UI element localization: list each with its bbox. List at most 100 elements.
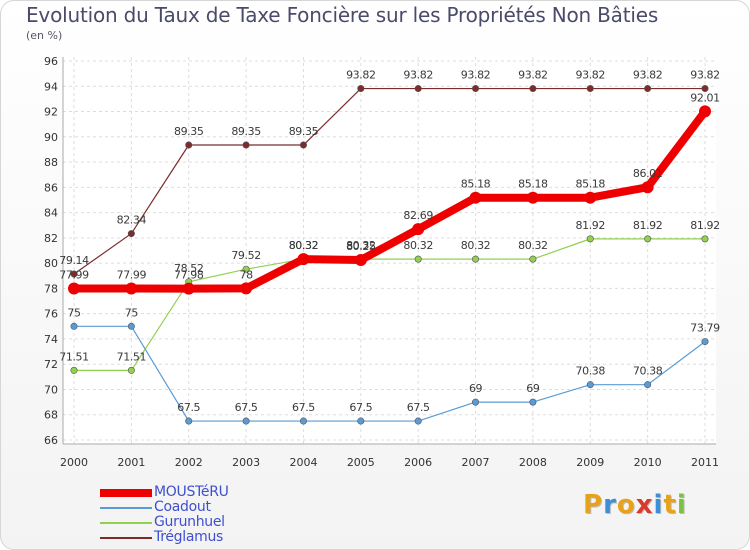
x-tick-label: 2000 xyxy=(60,456,88,469)
y-tick-label: 78 xyxy=(44,282,58,295)
data-label-mousteru: 77.98 xyxy=(174,269,204,282)
data-label-coadout: 69 xyxy=(469,382,483,395)
data-point-treglamus xyxy=(414,85,422,93)
x-tick-label: 2004 xyxy=(289,456,317,469)
data-point-coadout xyxy=(701,338,709,346)
y-tick-label: 94 xyxy=(44,80,58,93)
data-label-treglamus: 93.82 xyxy=(633,69,663,82)
data-point-treglamus xyxy=(701,85,709,93)
y-tick-label: 90 xyxy=(44,131,58,144)
data-label-mousteru: 77.99 xyxy=(117,269,147,282)
data-point-mousteru xyxy=(182,282,195,295)
data-point-coadout xyxy=(127,322,135,330)
data-point-mousteru xyxy=(297,253,310,266)
y-tick-label: 74 xyxy=(44,333,58,346)
proxiti-logo: Proxiti xyxy=(583,490,687,520)
data-label-treglamus: 89.35 xyxy=(174,125,204,138)
data-point-treglamus xyxy=(529,85,537,93)
logo-letter: o xyxy=(616,490,636,520)
data-point-mousteru xyxy=(526,191,539,204)
legend-swatch xyxy=(100,522,152,524)
y-tick-label: 84 xyxy=(44,207,58,220)
y-tick-label: 66 xyxy=(44,434,58,447)
chart-subtitle: (en %) xyxy=(26,29,63,42)
y-tick-label: 86 xyxy=(44,181,58,194)
data-point-coadout xyxy=(185,417,193,425)
data-label-treglamus: 89.35 xyxy=(289,125,319,138)
data-label-gurunhuel: 79.52 xyxy=(231,249,261,262)
data-label-gurunhuel: 71.51 xyxy=(117,350,147,363)
data-label-gurunhuel: 78.52 xyxy=(174,262,204,275)
data-point-gurunhuel xyxy=(529,255,537,263)
series-line-mousteru xyxy=(70,107,709,293)
y-tick-label: 92 xyxy=(44,106,58,119)
x-tick-label: 2001 xyxy=(117,456,145,469)
y-tick-label: 70 xyxy=(44,383,58,396)
data-label-mousteru: 85.18 xyxy=(576,178,606,191)
x-tick-label: 2008 xyxy=(519,456,547,469)
data-label-mousteru: 86.01 xyxy=(633,167,663,180)
data-point-coadout xyxy=(70,322,78,330)
data-point-treglamus xyxy=(242,141,250,149)
data-label-mousteru: 78 xyxy=(239,268,253,281)
data-label-mousteru: 80.32 xyxy=(289,239,319,252)
data-point-coadout xyxy=(299,417,307,425)
data-label-gurunhuel: 71.51 xyxy=(59,350,89,363)
legend-swatch xyxy=(100,489,152,497)
logo-letter: P xyxy=(583,490,604,520)
data-point-treglamus xyxy=(586,85,594,93)
series-line-gurunhuel xyxy=(73,238,706,371)
data-label-treglamus: 93.82 xyxy=(576,69,606,82)
x-tick-label: 2010 xyxy=(634,456,662,469)
data-label-coadout: 67.5 xyxy=(235,401,258,414)
series-line-coadout xyxy=(73,325,706,422)
data-point-treglamus xyxy=(70,270,78,278)
data-point-coadout xyxy=(414,417,422,425)
data-label-gurunhuel: 80.32 xyxy=(289,239,319,252)
data-label-gurunhuel: 80.32 xyxy=(461,239,491,252)
series-line-treglamus xyxy=(73,87,706,275)
legend-label: Gurunhuel xyxy=(154,514,225,530)
data-point-mousteru xyxy=(125,282,138,295)
legend-swatch xyxy=(100,537,152,539)
y-tick-label: 96 xyxy=(44,55,58,68)
data-label-coadout: 67.5 xyxy=(349,401,372,414)
data-point-coadout xyxy=(242,417,250,425)
x-tick-label: 2006 xyxy=(404,456,432,469)
data-label-treglamus: 89.35 xyxy=(231,125,261,138)
data-label-gurunhuel: 80.32 xyxy=(403,239,433,252)
data-point-gurunhuel xyxy=(414,255,422,263)
data-label-treglamus: 79.14 xyxy=(59,254,89,267)
data-label-mousteru: 77.99 xyxy=(59,269,89,282)
logo-letter: x xyxy=(635,490,654,520)
data-point-coadout xyxy=(586,381,594,389)
legend-swatch xyxy=(100,507,152,509)
y-tick-label: 88 xyxy=(44,156,58,169)
data-label-gurunhuel: 81.92 xyxy=(690,219,720,232)
data-point-mousteru xyxy=(699,105,711,118)
data-point-gurunhuel xyxy=(70,366,78,374)
data-label-coadout: 67.5 xyxy=(177,401,200,414)
data-point-treglamus xyxy=(472,85,480,93)
data-label-coadout: 70.38 xyxy=(633,365,663,378)
data-point-mousteru xyxy=(68,282,80,295)
data-label-gurunhuel: 81.92 xyxy=(576,219,606,232)
data-point-treglamus xyxy=(299,141,307,149)
data-label-treglamus: 93.82 xyxy=(403,69,433,82)
data-point-gurunhuel xyxy=(472,255,480,263)
data-label-coadout: 67.5 xyxy=(407,401,430,414)
y-tick-label: 76 xyxy=(44,308,58,321)
logo-letter: t xyxy=(663,490,677,520)
data-point-treglamus xyxy=(644,85,652,93)
data-label-mousteru: 92.01 xyxy=(690,91,720,104)
data-point-gurunhuel xyxy=(586,235,594,243)
data-label-mousteru: 80.25 xyxy=(346,240,376,253)
logo-letter: r xyxy=(603,490,617,520)
data-point-mousteru xyxy=(354,253,367,266)
data-label-treglamus: 93.82 xyxy=(461,69,491,82)
y-tick-label: 68 xyxy=(44,409,58,422)
x-tick-label: 2011 xyxy=(691,456,719,469)
data-label-coadout: 69 xyxy=(526,382,540,395)
chart-title: Evolution du Taux de Taxe Foncière sur l… xyxy=(26,3,659,27)
